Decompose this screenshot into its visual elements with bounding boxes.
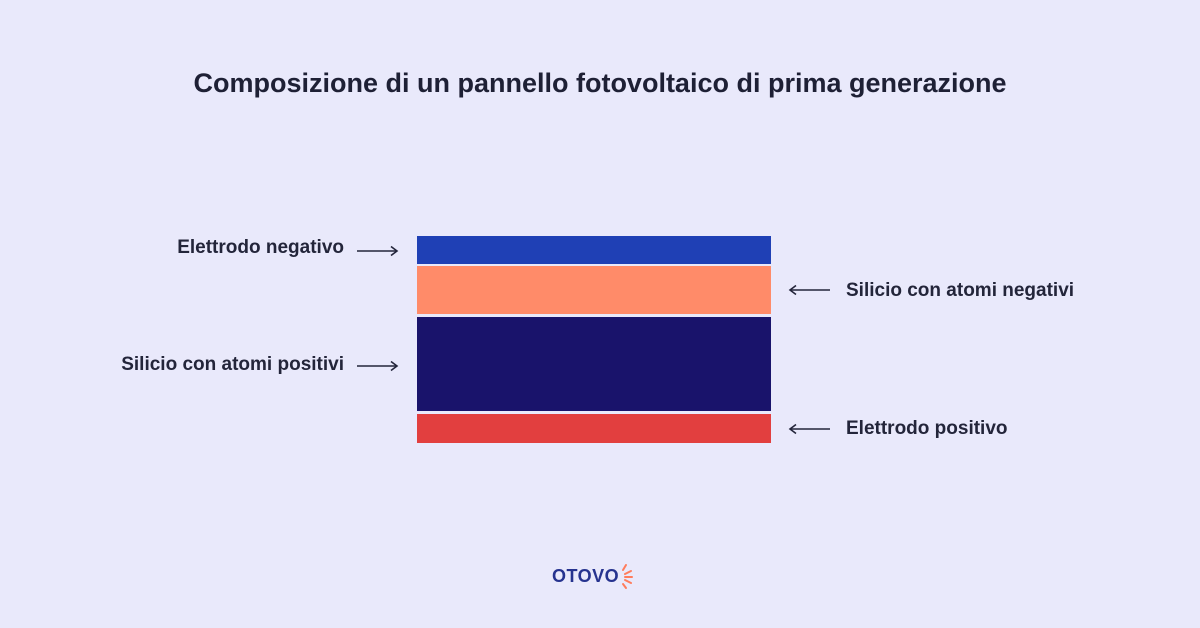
label-negative-silicon: Silicio con atomi negativi [846, 280, 1075, 301]
layer-negative-electrode [417, 236, 771, 264]
label-negative-electrode: Elettrodo negativo [177, 237, 344, 258]
page-title: Composizione di un pannello fotovoltaico… [193, 68, 1007, 98]
label-positive-electrode: Elettrodo positivo [846, 418, 1008, 439]
label-positive-silicon: Silicio con atomi positivi [121, 354, 344, 375]
layer-negative-silicon [417, 266, 771, 314]
arrow-right-icon [357, 360, 399, 372]
layer-positive-silicon [417, 317, 771, 411]
otovo-logo: OTOVO [552, 561, 634, 591]
sun-rays-icon [622, 564, 634, 589]
layer-positive-electrode [417, 414, 771, 443]
arrow-right-icon [357, 245, 399, 257]
logo-text: OTOVO [552, 566, 620, 586]
arrow-left-icon [788, 423, 830, 435]
arrow-left-icon [788, 284, 830, 296]
